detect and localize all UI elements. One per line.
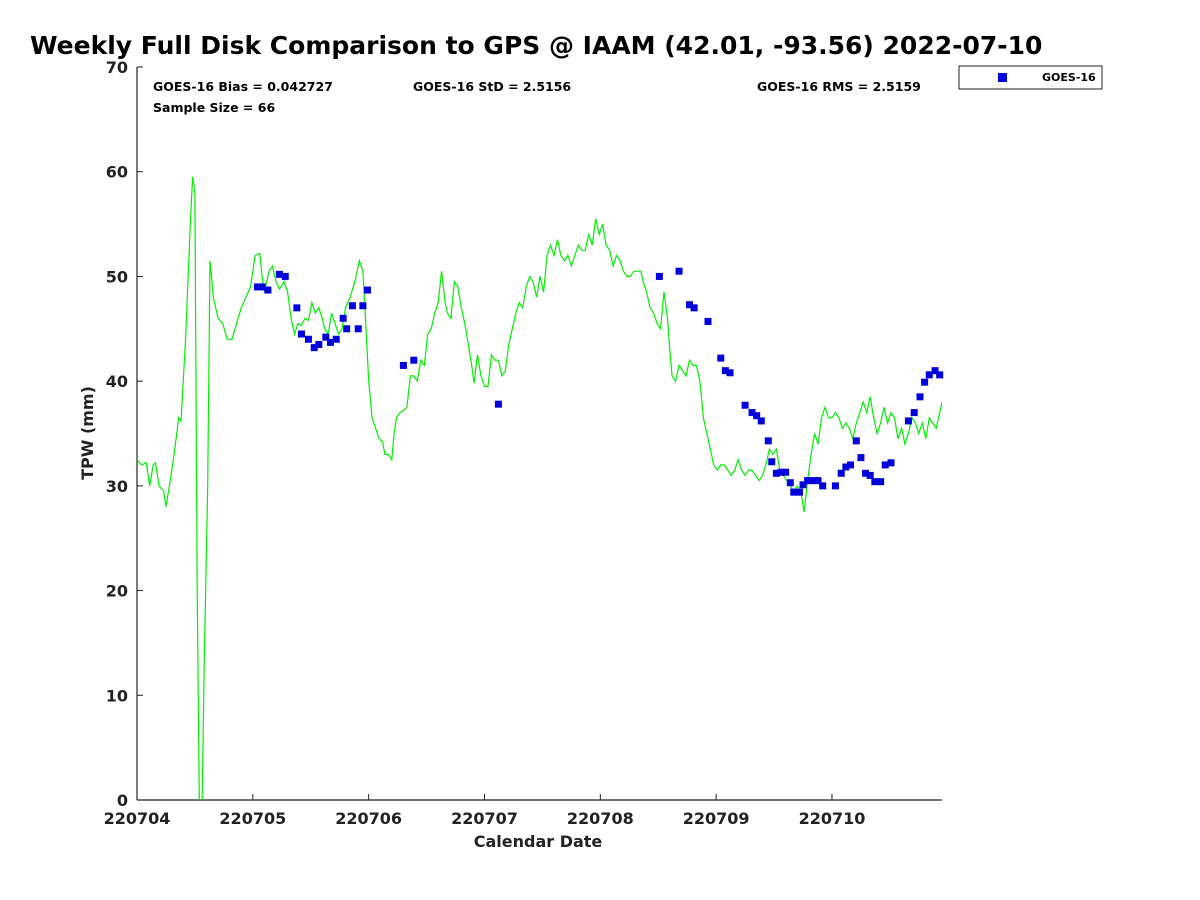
goes16-point	[494, 400, 502, 408]
goes16-point	[777, 468, 785, 476]
goes16-point	[675, 267, 683, 275]
goes16-point	[354, 325, 362, 333]
y-tick-label: 70	[106, 58, 128, 77]
goes16-point	[831, 482, 839, 490]
goes16-point	[887, 459, 895, 467]
legend: GOES-16	[958, 65, 1103, 90]
goes16-point	[281, 272, 289, 280]
goes16-point	[866, 471, 874, 479]
x-tick-label: 220705	[219, 809, 286, 828]
goes16-point	[717, 354, 725, 362]
y-tick-label: 20	[106, 582, 128, 601]
y-tick-label: 50	[106, 267, 128, 286]
y-tick-label: 60	[106, 163, 128, 182]
goes16-point	[304, 335, 312, 343]
std-stat: GOES-16 StD = 2.5156	[413, 79, 571, 94]
goes16-point	[819, 482, 827, 490]
bias-stat: GOES-16 Bias = 0.042727	[153, 79, 333, 94]
goes16-point	[921, 378, 929, 386]
goes16-point	[332, 335, 340, 343]
goes16-point	[790, 488, 798, 496]
goes16-point	[690, 304, 698, 312]
goes16-point	[931, 367, 939, 375]
goes16-point	[741, 401, 749, 409]
y-tick-label: 0	[117, 791, 128, 810]
y-axis-ticks: 0 10 20 30 40 50 60 70	[106, 58, 143, 810]
rms-stat: GOES-16 RMS = 2.5159	[757, 79, 921, 94]
goes16-point	[910, 409, 918, 417]
goes16-point	[916, 393, 924, 401]
y-tick-label: 40	[106, 372, 128, 391]
x-tick-label: 220708	[567, 809, 634, 828]
goes16-point	[936, 371, 944, 379]
goes16-point	[809, 477, 817, 485]
goes16-point	[655, 272, 663, 280]
goes16-point	[348, 302, 356, 310]
goes16-point	[685, 301, 693, 309]
goes16-point	[326, 338, 334, 346]
goes16-point	[871, 478, 879, 486]
plot-area	[136, 67, 942, 801]
x-tick-label: 220709	[683, 809, 750, 828]
x-axis-label: Calendar Date	[474, 832, 603, 851]
y-tick-label: 30	[106, 477, 128, 496]
x-tick-label: 220706	[335, 809, 402, 828]
goes16-point	[339, 314, 347, 322]
goes16-point	[846, 461, 854, 469]
y-axis-label: TPW (mm)	[78, 386, 97, 480]
goes16-point	[310, 344, 318, 352]
goes16-point	[786, 479, 794, 487]
x-tick-label: 220710	[799, 809, 866, 828]
goes16-point	[837, 469, 845, 477]
goes16-point	[315, 340, 323, 348]
goes16-point	[748, 409, 756, 417]
goes16-point	[410, 356, 418, 364]
y-tick-label: 10	[106, 686, 128, 705]
goes16-point	[399, 361, 407, 369]
sample-size-stat: Sample Size = 66	[153, 100, 275, 115]
goes16-point	[782, 468, 790, 476]
legend-box	[958, 65, 1103, 90]
goes16-point	[757, 417, 765, 425]
goes16-point	[275, 270, 283, 278]
goes16-point	[258, 283, 266, 291]
goes16-point	[814, 477, 822, 485]
goes16-point	[764, 437, 772, 445]
goes16-point	[877, 478, 885, 486]
goes16-point	[253, 283, 261, 291]
goes16-point	[726, 369, 734, 377]
series-layer	[137, 176, 944, 800]
goes16-point	[925, 371, 933, 379]
goes16-point	[704, 317, 712, 325]
goes16-point	[343, 325, 351, 333]
goes16-point	[904, 417, 912, 425]
gps-series-line	[137, 176, 942, 800]
goes16-point	[852, 437, 860, 445]
goes16-point	[363, 286, 371, 294]
goes16-point	[768, 458, 776, 466]
goes16-point	[322, 333, 330, 341]
goes16-point	[857, 454, 865, 462]
x-axis-ticks: 220704 220705 220706 220707 220708 220709 2207…	[104, 794, 866, 828]
goes16-point	[862, 469, 870, 477]
legend-label-goes16: GOES-16	[1042, 71, 1096, 84]
goes16-point	[293, 304, 301, 312]
goes16-point	[799, 481, 807, 489]
goes16-point	[264, 286, 272, 294]
chart-title: Weekly Full Disk Comparison to GPS @ IAA…	[30, 31, 1042, 60]
goes16-point	[721, 367, 729, 375]
x-tick-label: 220707	[451, 809, 518, 828]
goes16-point	[804, 477, 812, 485]
goes16-point	[297, 330, 305, 338]
goes16-point	[842, 463, 850, 471]
goes16-point	[753, 412, 761, 420]
x-tick-label: 220704	[104, 809, 171, 828]
legend-marker-goes16	[998, 73, 1007, 82]
goes16-point	[881, 461, 889, 469]
goes16-point	[359, 302, 367, 310]
goes16-point	[772, 469, 780, 477]
goes16-point	[796, 488, 804, 496]
